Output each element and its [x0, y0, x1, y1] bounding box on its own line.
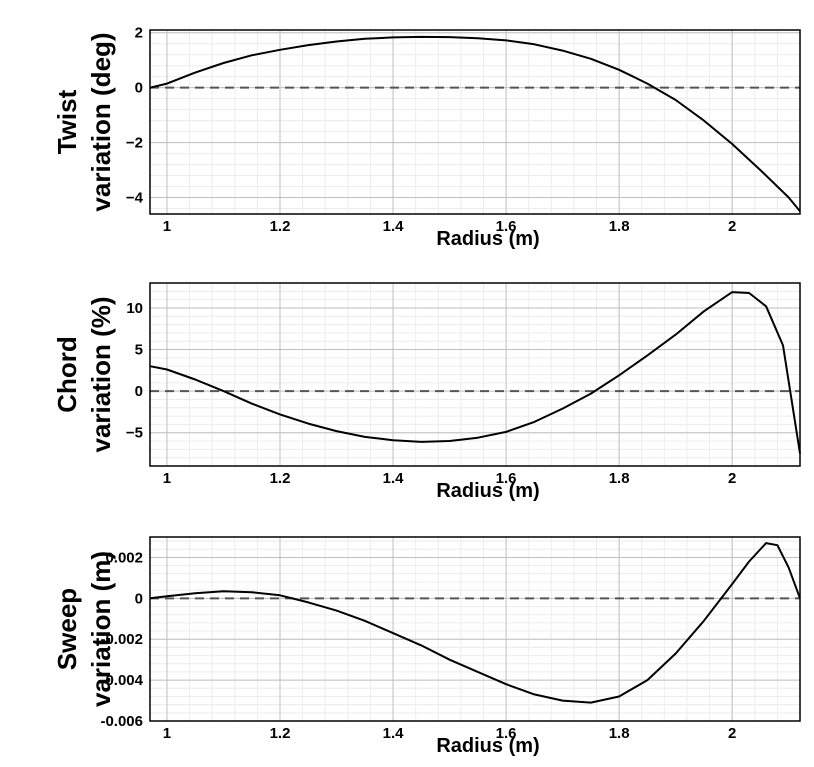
sweep-y-axis-label-line1: Sweep [52, 588, 82, 670]
chord-y-tick-label: 0 [135, 383, 143, 400]
twist-y-tick-label: 2 [135, 25, 143, 42]
twist-x-tick-label: 1.4 [383, 218, 405, 235]
twist-x-axis-label: Radius (m) [436, 228, 539, 250]
sweep-x-tick-label: 1.2 [270, 725, 291, 742]
twist-series-line [149, 35, 801, 212]
twist-x-tick-label: 1.6 [496, 218, 517, 235]
sweep-series-line [149, 542, 801, 704]
sweep-plot-frame [149, 536, 801, 722]
chord-x-tick-label: 1.8 [609, 470, 630, 487]
sweep-x-tick-label: 1 [163, 725, 171, 742]
twist-y-axis-label: Twist variation (deg) [52, 32, 116, 211]
twist-y-tick-label: −4 [126, 190, 144, 207]
chord-x-tick-label: 1.4 [383, 470, 405, 487]
chord-y-axis-label-line1: Chord [52, 336, 82, 413]
chord-x-axis-label: Radius (m) [436, 480, 539, 502]
sweep-y-tick-label: 0 [135, 590, 143, 607]
twist-x-tick-label: 1 [163, 218, 171, 235]
sweep-y-tick-label: -0.006 [100, 713, 143, 730]
twist-y-axis-label-line1: Twist [52, 89, 82, 154]
sweep-x-axis-label: Radius (m) [436, 735, 539, 757]
chord-y-tick-label: −5 [126, 425, 143, 442]
twist-x-tick-label: 1.8 [609, 218, 630, 235]
twist-y-tick-label: 0 [135, 80, 143, 97]
chord-y-axis-label: Chord variation (%) [52, 296, 116, 452]
chord-y-axis-label-line2: variation (%) [86, 296, 116, 452]
chord-plot-frame [149, 282, 801, 467]
sweep-y-tick-label: 0.002 [105, 549, 143, 566]
sweep-panel: 1 1.2 1.4 1.6 1.8 2 0.002 0 -0.002 -0.004 -0.006 Ra… [52, 536, 801, 757]
sweep-y-tick-label: -0.004 [100, 672, 143, 689]
chord-y-tick-label: 5 [135, 342, 143, 359]
twist-panel: 1 1.2 1.4 1.6 1.8 2 2 0 −2 −4 Radius (m) Twist varia… [52, 25, 801, 250]
chord-series-line [149, 291, 801, 454]
sweep-x-tick-label: 1.6 [496, 725, 517, 742]
chord-x-tick-label: 1.2 [270, 470, 291, 487]
twist-y-tick-label: −2 [126, 135, 143, 152]
chord-x-tick-label: 1.6 [496, 470, 517, 487]
sweep-y-axis-label: Sweep variation (m) [52, 551, 116, 707]
sweep-y-tick-label: -0.002 [100, 631, 143, 648]
sweep-x-tick-label: 1.4 [383, 725, 405, 742]
chord-x-tick-label: 2 [728, 470, 736, 487]
twist-plot-frame [149, 29, 801, 215]
chord-panel: 1 1.2 1.4 1.6 1.8 2 10 5 0 −5 Radius (m) Chord varia… [52, 282, 801, 502]
twist-x-tick-label: 2 [728, 218, 736, 235]
twist-x-tick-label: 1.2 [270, 218, 291, 235]
sweep-x-tick-label: 1.8 [609, 725, 630, 742]
chord-y-tick-label: 10 [126, 300, 143, 317]
sweep-y-axis-label-line2: variation (m) [86, 551, 116, 707]
sweep-x-tick-label: 2 [728, 725, 736, 742]
chord-x-tick-label: 1 [163, 470, 171, 487]
twist-y-axis-label-line2: variation (deg) [86, 32, 116, 211]
